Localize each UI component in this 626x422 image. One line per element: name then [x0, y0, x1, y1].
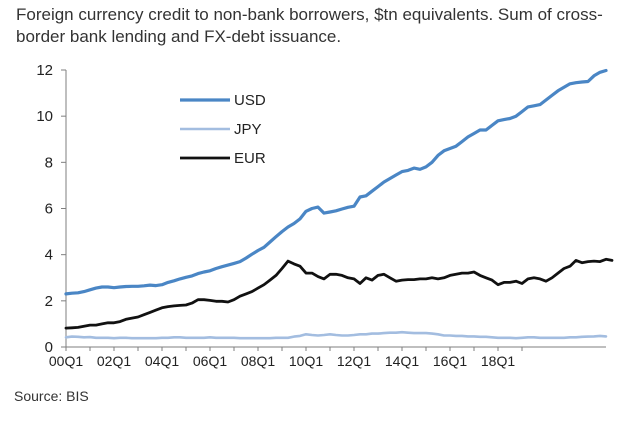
- series-line-eur: [64, 257, 614, 330]
- series-line-usd: [64, 68, 608, 296]
- legend-label-eur: EUR: [234, 150, 266, 167]
- y-tick-label: 8: [45, 154, 53, 171]
- y-tick-label: 2: [45, 293, 53, 310]
- y-tick-label: 10: [36, 108, 53, 125]
- y-axis: 0 2 4 6 8 10 12: [36, 62, 67, 356]
- x-axis: 00Q1 02Q1 04Q1 06Q1 08Q1 10Q1 12Q1 14Q1 16Q1 18Q1: [49, 346, 606, 369]
- x-tick-label: 00Q1: [49, 353, 83, 369]
- y-tick-label: 4: [45, 247, 53, 264]
- legend: USD JPY EUR: [180, 92, 266, 167]
- x-tick-label: 08Q1: [241, 353, 275, 369]
- y-tick-label: 6: [45, 201, 53, 218]
- x-tick-label: 02Q1: [97, 353, 131, 369]
- x-tick-label: 06Q1: [193, 353, 227, 369]
- plot-series: [64, 68, 614, 340]
- x-tick-label: 10Q1: [289, 353, 323, 369]
- y-tick-label: 12: [36, 62, 53, 79]
- x-tick-label: 18Q1: [481, 353, 515, 369]
- y-tick-label: 0: [45, 339, 53, 356]
- legend-label-jpy: JPY: [234, 121, 262, 138]
- series-line-jpy: [64, 330, 608, 340]
- x-tick-label: 04Q1: [145, 353, 179, 369]
- x-tick-label: 16Q1: [433, 353, 467, 369]
- chart-source: Source: BIS: [14, 388, 89, 404]
- x-tick-label: 12Q1: [337, 353, 371, 369]
- legend-label-usd: USD: [234, 92, 266, 109]
- chart-title: Foreign currency credit to non-bank borr…: [16, 5, 603, 46]
- x-tick-label: 14Q1: [385, 353, 419, 369]
